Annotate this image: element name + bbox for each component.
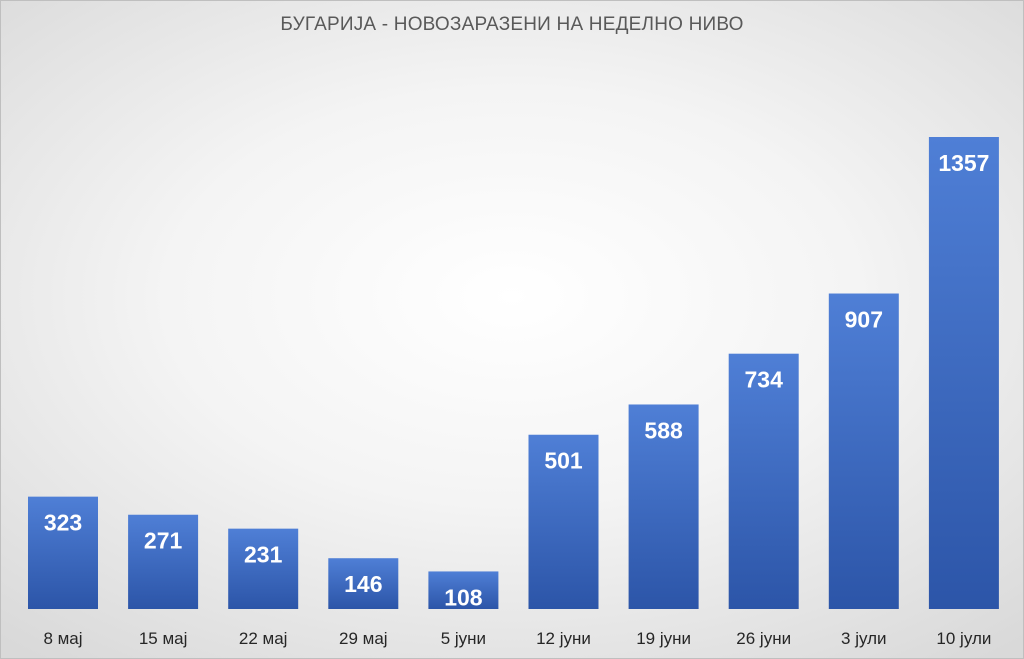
bar bbox=[728, 353, 799, 609]
bar-value-label: 271 bbox=[144, 528, 183, 554]
bar-value-label: 501 bbox=[544, 448, 583, 474]
bar-value-label: 323 bbox=[44, 510, 82, 536]
bar-value-label: 907 bbox=[845, 307, 883, 333]
x-tick-label: 22 мај bbox=[239, 629, 288, 648]
bars-layer bbox=[28, 137, 999, 609]
bar bbox=[628, 404, 699, 609]
chart-title: БУГАРИЈА - НОВОЗАРАЗЕНИ НА НЕДЕЛНО НИВО bbox=[280, 14, 744, 35]
bar bbox=[828, 293, 899, 609]
x-tick-label: 5 јуни bbox=[441, 629, 486, 648]
bar bbox=[928, 137, 999, 609]
x-tick-label: 3 јули bbox=[841, 629, 887, 648]
bar-value-label: 146 bbox=[344, 571, 382, 597]
x-tick-label: 8 мај bbox=[43, 629, 82, 648]
bar bbox=[328, 558, 399, 609]
bar bbox=[228, 528, 299, 609]
bar bbox=[428, 571, 499, 609]
bar-value-label: 588 bbox=[644, 417, 683, 443]
x-tick-label: 26 јуни bbox=[736, 629, 791, 648]
data-labels-layer: 323 271 231 146 108 501 588 734 907 1357 bbox=[44, 150, 990, 610]
x-tick-label: 10 јули bbox=[936, 629, 991, 648]
bar-value-label: 108 bbox=[444, 584, 483, 610]
bar-value-label: 231 bbox=[244, 542, 283, 568]
bar bbox=[28, 496, 98, 609]
bar bbox=[528, 434, 599, 609]
x-tick-labels-layer: 8 мај 15 мај 22 мај 29 мај 5 јуни 12 јуни 19 ј… bbox=[43, 629, 991, 648]
x-tick-label: 12 јуни bbox=[536, 629, 591, 648]
bar-value-label: 734 bbox=[745, 367, 784, 393]
bar-value-label: 1357 bbox=[938, 150, 989, 176]
x-tick-label: 29 мај bbox=[339, 629, 388, 648]
x-tick-label: 19 јуни bbox=[636, 629, 691, 648]
x-tick-label: 15 мај bbox=[139, 629, 188, 648]
bar bbox=[128, 514, 199, 609]
